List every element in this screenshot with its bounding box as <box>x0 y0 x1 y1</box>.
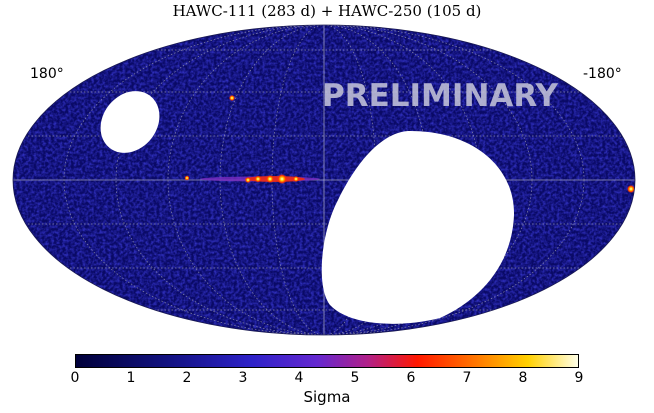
colorbar-tick-label: 2 <box>182 370 192 386</box>
map-outline <box>12 24 636 336</box>
masked-region-large <box>321 130 515 324</box>
colorbar-tick-label: 0 <box>70 370 80 386</box>
colorbar-tick-label: 3 <box>238 370 248 386</box>
longitude-left-label: 180° <box>30 66 64 82</box>
point-source <box>229 95 235 101</box>
colorbar-tick-label: 7 <box>462 370 472 386</box>
longitude-right-label: -180° <box>583 66 622 82</box>
colorbar-tick-label: 5 <box>350 370 360 386</box>
galactic-plane-sources <box>184 174 320 184</box>
colorbar-tick-label: 9 <box>574 370 584 386</box>
colorbar-tick-label: 8 <box>518 370 528 386</box>
plot-title: HAWC-111 (283 d) + HAWC-250 (105 d) <box>172 2 482 20</box>
point-source <box>627 185 635 193</box>
preliminary-watermark: PRELIMINARY <box>322 78 559 114</box>
colorbar-tick-label: 4 <box>294 370 304 386</box>
colorbar-tick-label: 1 <box>126 370 136 386</box>
colorbar <box>75 354 579 368</box>
colorbar-tick-label: 6 <box>406 370 416 386</box>
colorbar-label: Sigma <box>303 388 351 406</box>
masked-region-small <box>100 91 160 153</box>
